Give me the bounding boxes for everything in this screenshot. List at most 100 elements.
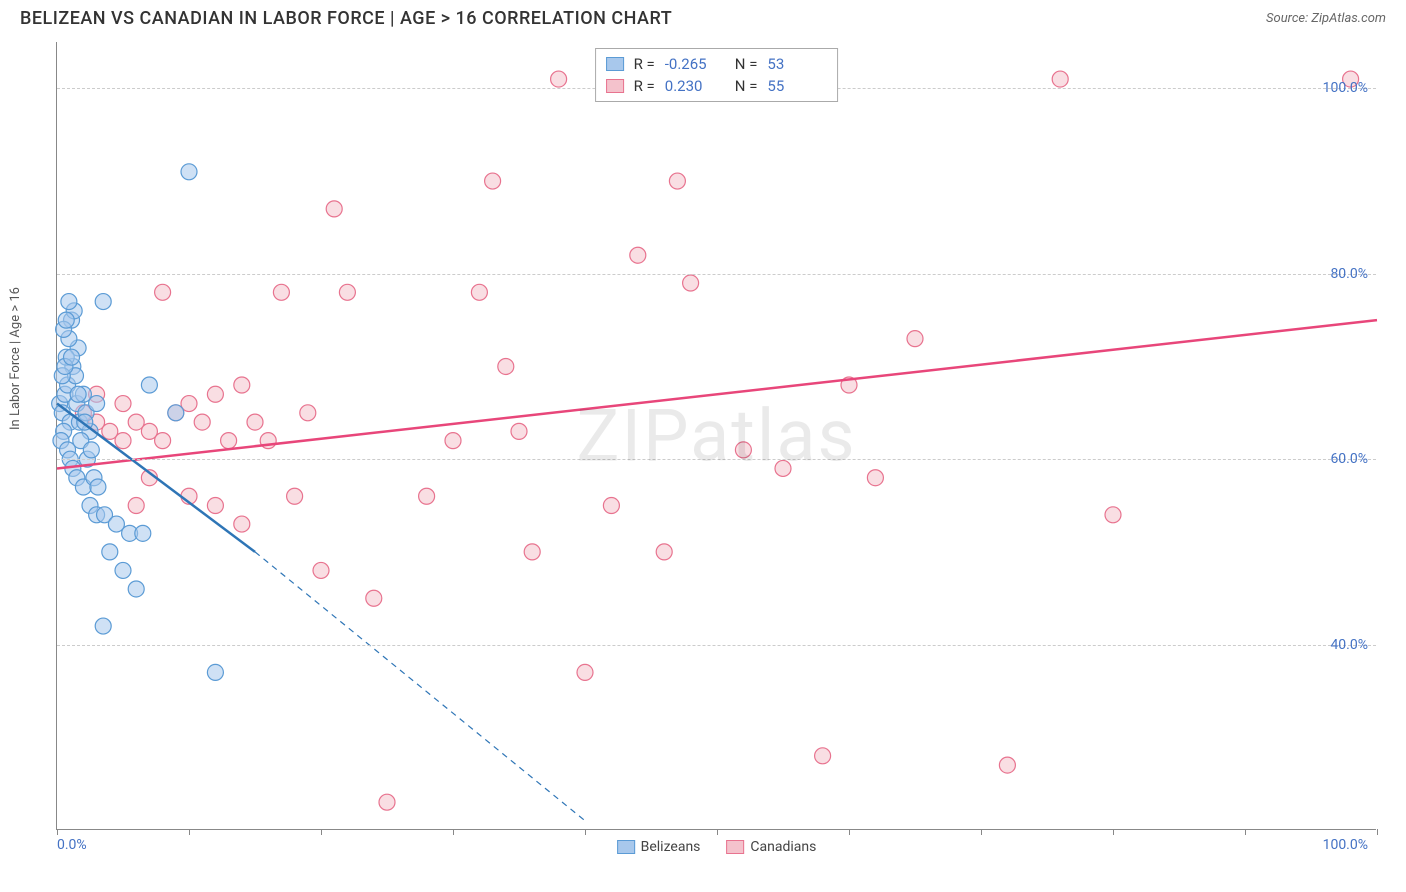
legend-series-box: Belizeans Canadians: [617, 839, 817, 855]
legend-n-value-canadians: 55: [767, 77, 827, 95]
gridline-h: [57, 274, 1376, 275]
scatter-point: [366, 590, 382, 606]
legend-item-belizeans: Belizeans: [617, 839, 701, 855]
scatter-point: [207, 664, 223, 680]
x-tick-mark: [1113, 829, 1114, 835]
scatter-point: [630, 247, 646, 263]
scatter-point: [1105, 507, 1121, 523]
y-tick-label: 100.0%: [1323, 80, 1368, 96]
scatter-point: [379, 794, 395, 810]
legend-r-label: R =: [634, 77, 655, 95]
scatter-point: [656, 544, 672, 560]
chart-header: BELIZEAN VS CANADIAN IN LABOR FORCE | AG…: [0, 0, 1406, 33]
scatter-plot-svg: [57, 42, 1376, 829]
scatter-point: [313, 562, 329, 578]
x-tick-min: 0.0%: [57, 837, 87, 853]
x-tick-mark: [1245, 829, 1246, 835]
x-tick-mark: [453, 829, 454, 835]
scatter-point: [524, 544, 540, 560]
y-axis-label: In Labor Force | Age > 16: [8, 287, 23, 430]
legend-row-belizeans: R = -0.265 N = 53: [606, 53, 828, 75]
scatter-point: [485, 173, 501, 189]
legend-n-label: N =: [735, 55, 758, 73]
scatter-point: [207, 498, 223, 514]
y-tick-label: 60.0%: [1330, 451, 1368, 467]
scatter-point: [95, 294, 111, 310]
scatter-point: [775, 460, 791, 476]
scatter-point: [61, 294, 77, 310]
scatter-point: [102, 544, 118, 560]
scatter-point: [234, 516, 250, 532]
legend-swatch-belizeans: [617, 840, 635, 854]
scatter-point: [339, 284, 355, 300]
scatter-point: [577, 664, 593, 680]
scatter-point: [90, 479, 106, 495]
x-tick-mark: [981, 829, 982, 835]
scatter-point: [273, 284, 289, 300]
chart-title: BELIZEAN VS CANADIAN IN LABOR FORCE | AG…: [20, 8, 672, 29]
scatter-point: [70, 386, 86, 402]
scatter-point: [234, 377, 250, 393]
scatter-point: [115, 433, 131, 449]
x-tick-mark: [717, 829, 718, 835]
scatter-point: [471, 284, 487, 300]
scatter-point: [1052, 71, 1068, 87]
legend-swatch-canadians: [606, 79, 624, 93]
scatter-point: [115, 396, 131, 412]
x-tick-max: 100.0%: [1323, 837, 1368, 853]
legend-n-label: N =: [735, 77, 758, 95]
scatter-point: [287, 488, 303, 504]
gridline-h: [57, 645, 1376, 646]
scatter-point: [683, 275, 699, 291]
legend-r-value-canadians: 0.230: [665, 77, 725, 95]
scatter-point: [419, 488, 435, 504]
scatter-point: [168, 405, 184, 421]
x-tick-mark: [189, 829, 190, 835]
regression-line: [57, 320, 1377, 468]
scatter-point: [498, 358, 514, 374]
source-attribution: Source: ZipAtlas.com: [1266, 11, 1386, 26]
scatter-point: [207, 386, 223, 402]
y-tick-label: 40.0%: [1330, 637, 1368, 653]
scatter-point: [867, 470, 883, 486]
scatter-point: [221, 433, 237, 449]
scatter-point: [64, 349, 80, 365]
scatter-point: [181, 164, 197, 180]
scatter-point: [95, 618, 111, 634]
legend-row-canadians: R = 0.230 N = 55: [606, 75, 828, 97]
scatter-point: [83, 442, 99, 458]
scatter-point: [194, 414, 210, 430]
scatter-point: [445, 433, 461, 449]
scatter-point: [89, 396, 105, 412]
y-tick-label: 80.0%: [1330, 266, 1368, 282]
x-tick-mark: [585, 829, 586, 835]
scatter-point: [551, 71, 567, 87]
gridline-h: [57, 459, 1376, 460]
scatter-point: [108, 516, 124, 532]
legend-swatch-canadians: [726, 840, 744, 854]
scatter-point: [669, 173, 685, 189]
x-tick-mark: [57, 829, 58, 835]
scatter-point: [815, 748, 831, 764]
legend-n-value-belizeans: 53: [767, 55, 827, 73]
legend-r-value-belizeans: -0.265: [665, 55, 725, 73]
scatter-point: [141, 377, 157, 393]
legend-label-belizeans: Belizeans: [641, 839, 701, 855]
scatter-point: [155, 284, 171, 300]
legend-item-canadians: Canadians: [726, 839, 816, 855]
scatter-point: [300, 405, 316, 421]
x-tick-mark: [849, 829, 850, 835]
scatter-point: [907, 331, 923, 347]
legend-r-label: R =: [634, 55, 655, 73]
scatter-point: [128, 498, 144, 514]
scatter-point: [58, 312, 74, 328]
legend-label-canadians: Canadians: [750, 839, 816, 855]
scatter-point: [999, 757, 1015, 773]
scatter-point: [603, 498, 619, 514]
regression-line: [255, 552, 585, 821]
scatter-point: [326, 201, 342, 217]
scatter-point: [128, 581, 144, 597]
legend-swatch-belizeans: [606, 57, 624, 71]
x-tick-mark: [321, 829, 322, 835]
scatter-point: [115, 562, 131, 578]
